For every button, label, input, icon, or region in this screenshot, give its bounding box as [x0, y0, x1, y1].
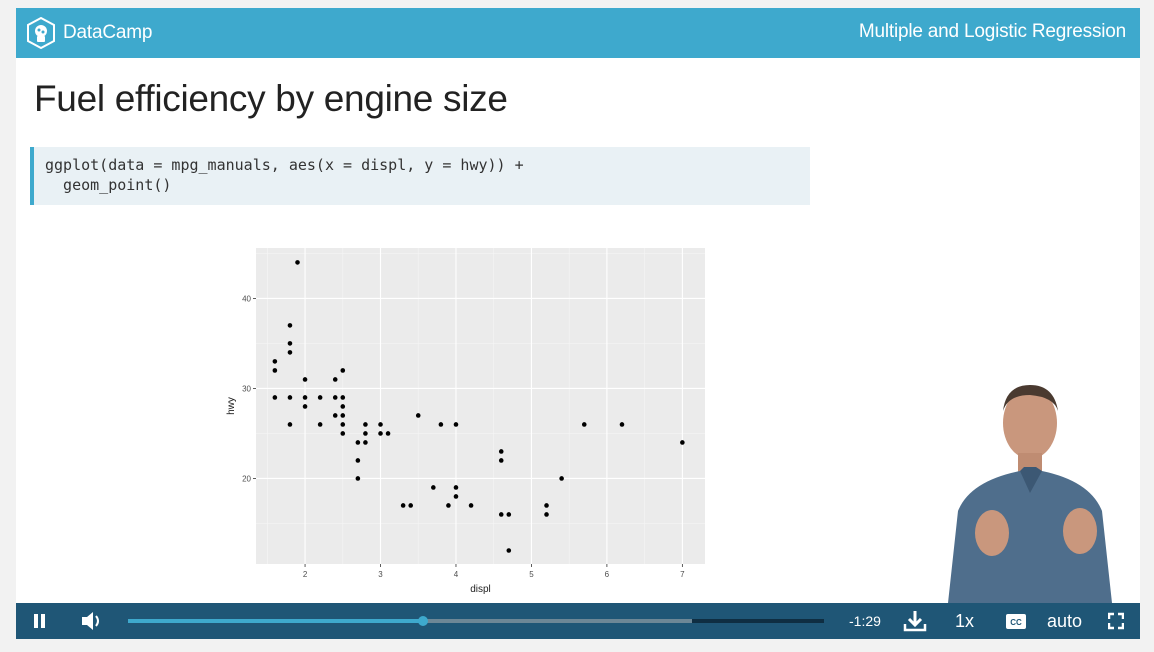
data-point — [355, 476, 361, 481]
data-point — [385, 431, 391, 436]
pause-icon — [34, 614, 45, 628]
presenter-video — [948, 385, 1112, 603]
x-tick-label: 5 — [529, 570, 534, 579]
data-point — [408, 503, 413, 508]
y-tick-label: 40 — [242, 294, 251, 303]
data-point — [302, 377, 308, 382]
x-tick-label: 4 — [454, 570, 459, 579]
data-point — [272, 359, 278, 364]
data-point — [287, 422, 293, 427]
svg-text:CC: CC — [1010, 618, 1022, 627]
code-block: ggplot(data = mpg_manuals, aes(x = displ… — [30, 147, 810, 205]
data-point — [302, 395, 308, 400]
volume-icon — [82, 612, 99, 630]
data-point — [355, 458, 361, 463]
data-point — [506, 548, 512, 553]
fullscreen-icon — [1108, 612, 1124, 630]
data-point — [287, 323, 293, 328]
x-tick-label: 2 — [303, 570, 308, 579]
slide-title: Fuel efficiency by engine size — [34, 78, 508, 119]
volume-button[interactable] — [80, 603, 102, 639]
data-point — [363, 440, 368, 445]
x-tick-label: 7 — [680, 570, 685, 579]
brand-name: DataCamp — [63, 22, 153, 43]
data-point — [340, 422, 346, 427]
data-point — [363, 422, 368, 427]
header-bar: DataCamp Multiple and Logistic Regressio… — [16, 8, 1140, 58]
data-point — [340, 404, 346, 409]
datacamp-logo-icon — [27, 17, 55, 49]
video-frame: DataCamp Multiple and Logistic Regressio… — [16, 8, 1140, 639]
data-point — [453, 494, 459, 499]
data-point — [272, 368, 278, 373]
code-line-2: geom_point() — [45, 176, 172, 194]
data-point — [317, 422, 323, 427]
progress-bar[interactable] — [128, 616, 824, 626]
data-point — [363, 431, 368, 436]
data-point — [559, 476, 564, 481]
data-point — [287, 350, 293, 355]
data-point — [317, 395, 323, 400]
data-point — [506, 512, 512, 517]
code-line-1: ggplot(data = mpg_manuals, aes(x = displ… — [45, 156, 524, 174]
data-point — [438, 422, 444, 427]
data-point — [332, 377, 338, 382]
closed-captions-icon: CC — [1006, 614, 1026, 629]
data-point — [355, 440, 361, 445]
data-point — [332, 395, 338, 400]
data-point — [446, 503, 451, 508]
data-point — [680, 440, 685, 445]
data-point — [581, 422, 587, 427]
fullscreen-button[interactable] — [1108, 603, 1124, 639]
x-tick-label: 6 — [605, 570, 610, 579]
captions-button[interactable]: CC — [1005, 603, 1027, 639]
data-point — [302, 404, 308, 409]
data-point — [431, 485, 436, 490]
played-range — [128, 619, 424, 623]
data-point — [287, 395, 293, 400]
data-point — [415, 413, 421, 418]
player-controls: -1:29 1x CC auto — [16, 603, 1140, 639]
data-point — [400, 503, 406, 508]
brand-logo: DataCamp — [26, 17, 152, 49]
y-axis-title: hwy — [226, 397, 237, 415]
course-title: Multiple and Logistic Regression — [858, 21, 1126, 42]
download-button[interactable] — [903, 603, 927, 639]
data-point — [340, 413, 346, 418]
data-point — [498, 512, 504, 517]
data-point — [498, 458, 504, 463]
data-point — [332, 413, 338, 418]
data-point — [544, 512, 549, 517]
x-tick-label: 3 — [378, 570, 383, 579]
quality-button[interactable]: auto — [1047, 611, 1083, 631]
playback-rate-button[interactable]: 1x — [955, 611, 975, 631]
y-tick-label: 20 — [242, 474, 251, 483]
data-point — [468, 503, 474, 508]
data-point — [453, 422, 459, 427]
data-point — [295, 260, 300, 265]
data-point — [340, 395, 346, 400]
data-point — [340, 368, 346, 373]
download-icon — [903, 611, 927, 632]
data-point — [272, 395, 278, 400]
data-point — [378, 422, 383, 427]
data-point — [453, 485, 459, 490]
data-point — [619, 422, 625, 427]
plot-panel — [256, 248, 705, 564]
pause-button[interactable] — [32, 603, 48, 639]
x-axis-title: displ — [470, 584, 491, 595]
progress-handle[interactable] — [418, 616, 429, 626]
data-point — [287, 341, 293, 346]
data-point — [544, 503, 549, 508]
y-tick-label: 30 — [242, 384, 251, 393]
data-point — [340, 431, 346, 436]
time-remaining: -1:29 — [849, 613, 881, 629]
data-point — [378, 431, 383, 436]
data-point — [498, 449, 504, 454]
scatter-plot: 2 3 4 5 6 7 20 30 40 displ hwy — [226, 248, 705, 595]
